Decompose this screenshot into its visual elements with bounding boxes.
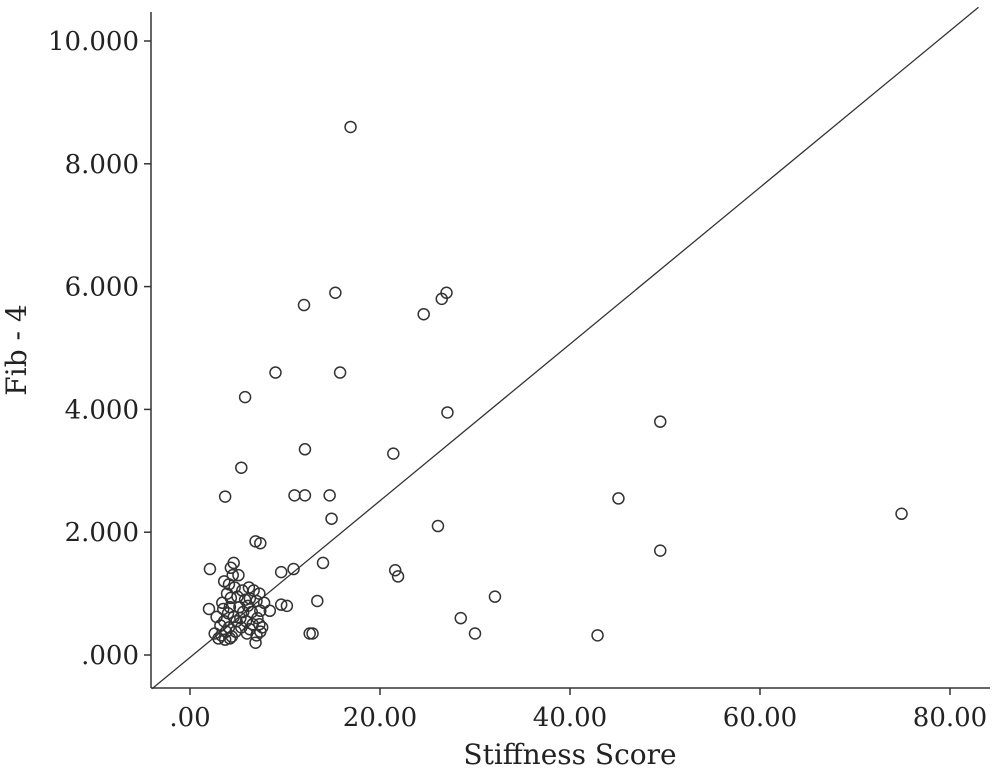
- x-tick-label: 60.00: [723, 703, 797, 733]
- data-point: [274, 565, 288, 579]
- data-point: [417, 307, 430, 321]
- y-axis-label: Fib - 4: [0, 304, 33, 395]
- data-point: [240, 627, 254, 640]
- data-point: [591, 629, 604, 642]
- data-point: [306, 627, 319, 640]
- data-point: [280, 599, 294, 613]
- data-point: [431, 519, 445, 533]
- y-axis-ticks: .000 2.000 4.000 6.000 8.000 10.000: [48, 27, 151, 671]
- data-point: [325, 512, 338, 525]
- y-tick-label: 10.000: [48, 27, 139, 57]
- x-tick-label: 80.00: [913, 703, 987, 733]
- data-point: [238, 390, 252, 404]
- data-point: [391, 570, 405, 583]
- x-tick-label: 40.00: [533, 703, 607, 733]
- data-point: [250, 629, 263, 642]
- data-point: [254, 625, 267, 638]
- data-point: [225, 630, 239, 643]
- data-point: [202, 602, 216, 616]
- reference-line: [151, 6, 979, 690]
- data-point: [254, 537, 267, 550]
- data-point: [654, 544, 667, 557]
- data-point: [232, 568, 245, 582]
- x-axis-label: Stiffness Score: [463, 738, 676, 771]
- data-point: [224, 561, 238, 575]
- data-point: [441, 406, 454, 419]
- x-axis-ticks: .00 20.00 40.00 60.00 80.00: [169, 688, 987, 733]
- data-point: [298, 489, 312, 502]
- data-point: [344, 120, 357, 134]
- data-point: [287, 562, 300, 576]
- data-point: [269, 366, 282, 379]
- data-point: [895, 507, 908, 521]
- x-tick-label: .00: [169, 703, 210, 733]
- data-point: [612, 492, 625, 505]
- y-tick-label: 2.000: [65, 518, 139, 548]
- data-point: [316, 556, 330, 570]
- data-point: [249, 636, 262, 649]
- data-point: [387, 447, 400, 460]
- data-point: [274, 598, 288, 611]
- data-point: [288, 489, 301, 502]
- data-point: [203, 562, 217, 576]
- data-point: [297, 298, 311, 312]
- y-tick-label: .000: [81, 641, 139, 671]
- x-tick-label: 20.00: [343, 703, 417, 733]
- data-point: [236, 605, 250, 619]
- data-point: [333, 366, 347, 379]
- data-point: [223, 632, 237, 645]
- data-point: [329, 286, 342, 299]
- data-point: [254, 604, 267, 618]
- data-point: [218, 490, 232, 503]
- y-tick-label: 6.000: [65, 273, 139, 303]
- data-point: [311, 594, 324, 608]
- y-tick-label: 8.000: [65, 150, 139, 180]
- data-point: [218, 633, 232, 646]
- data-point: [468, 627, 482, 640]
- data-point: [298, 443, 312, 456]
- data-point: [435, 292, 448, 306]
- data-point: [488, 590, 502, 603]
- y-tick-label: 4.000: [65, 395, 139, 425]
- data-point: [454, 611, 467, 625]
- data-point: [654, 415, 667, 428]
- data-point: [235, 461, 248, 474]
- data-point: [323, 489, 336, 502]
- data-point: [388, 564, 402, 577]
- data-point: [243, 592, 257, 605]
- plot-area: [151, 6, 979, 690]
- data-point: [263, 604, 277, 618]
